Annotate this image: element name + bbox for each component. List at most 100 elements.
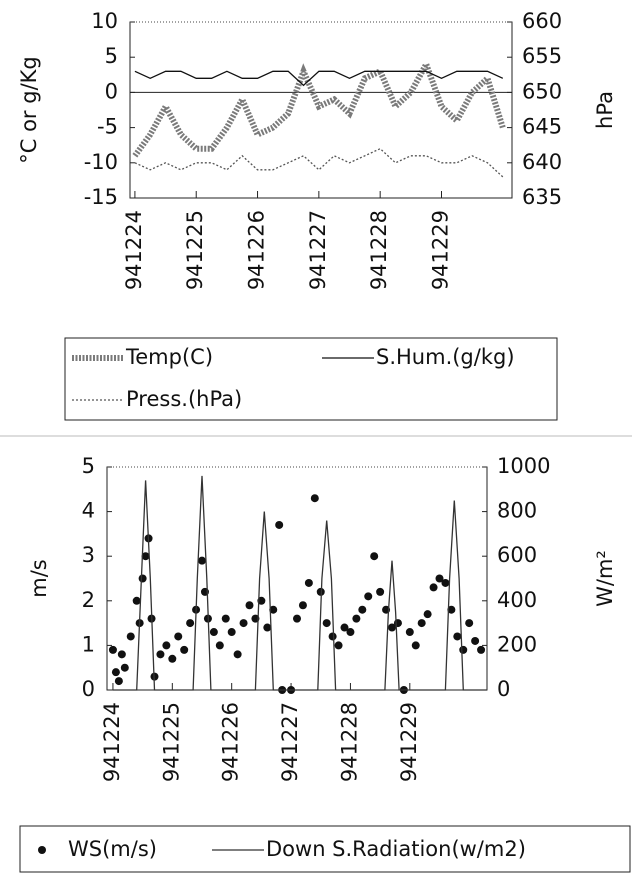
- y2-tick-label: 640: [522, 150, 562, 174]
- data-point: [227, 628, 236, 637]
- x-tick-label: 941229: [397, 702, 421, 782]
- data-point: [429, 583, 438, 592]
- data-point: [477, 645, 486, 654]
- legend-box: [19, 825, 631, 873]
- x-tick-label: 941226: [219, 702, 243, 782]
- data-point: [120, 663, 129, 672]
- data-point: [393, 619, 402, 628]
- data-point: [370, 552, 379, 561]
- y-tick-label: -5: [97, 115, 118, 139]
- data-point: [186, 619, 195, 628]
- data-point: [435, 574, 444, 583]
- y-tick-label: -15: [84, 185, 118, 209]
- y-tick-label: 0: [82, 677, 95, 701]
- y2-tick-label: 650: [522, 79, 562, 103]
- plot-frame: [106, 466, 488, 691]
- data-point: [471, 636, 480, 645]
- plot-frame: [129, 21, 513, 199]
- x-tick-label: 941229: [428, 210, 452, 290]
- x-tick-label: 941228: [337, 702, 361, 782]
- data-point: [376, 587, 385, 596]
- data-point: [245, 601, 254, 610]
- y-tick-label: 10: [91, 9, 118, 33]
- data-point: [168, 654, 177, 663]
- x-tick-label: 941226: [245, 210, 269, 290]
- data-point: [411, 641, 420, 650]
- data-point: [423, 610, 432, 619]
- data-point: [215, 641, 224, 650]
- series-line: [112, 475, 487, 691]
- data-point: [316, 587, 325, 596]
- data-point: [388, 623, 396, 632]
- data-point: [108, 645, 117, 654]
- y-tick-label: -10: [84, 150, 118, 174]
- data-point: [358, 605, 367, 614]
- series-line: [132, 56, 506, 158]
- data-point: [322, 619, 331, 628]
- y-tick-label: 3: [82, 543, 95, 567]
- legend-box: [64, 337, 558, 421]
- y-axis-title: m/s: [27, 559, 51, 597]
- data-point: [269, 605, 278, 614]
- data-point: [441, 578, 450, 587]
- legend-marker: [38, 846, 46, 854]
- data-point: [233, 650, 242, 659]
- legend-label: Down S.Radiation(w/m2): [266, 837, 526, 861]
- y2-tick-label: 660: [522, 9, 562, 33]
- data-point: [328, 632, 337, 641]
- data-point: [209, 628, 218, 637]
- y-tick-label: 4: [82, 499, 95, 523]
- y2-tick-label: 400: [497, 588, 537, 612]
- data-point: [293, 614, 301, 623]
- y2-axis-title: hPa: [593, 91, 617, 129]
- legend-label: Press.(hPa): [126, 387, 242, 411]
- data-point: [346, 628, 355, 637]
- y2-tick-label: 600: [497, 543, 537, 567]
- data-point: [114, 677, 123, 686]
- data-point: [364, 592, 373, 601]
- x-tick-label: 941224: [100, 702, 124, 782]
- series-line: [134, 147, 504, 178]
- data-point: [453, 632, 462, 641]
- data-point: [180, 645, 189, 654]
- x-tick-label: 941224: [122, 210, 146, 290]
- y-tick-label: 5: [105, 44, 118, 68]
- data-point: [263, 623, 272, 632]
- data-point: [417, 619, 426, 628]
- data-point: [310, 494, 319, 503]
- y2-tick-label: 800: [497, 499, 537, 523]
- series-line: [134, 70, 504, 87]
- data-point: [141, 552, 150, 561]
- data-point: [459, 645, 468, 654]
- data-point: [447, 605, 456, 614]
- data-point: [117, 650, 126, 659]
- y2-tick-label: 0: [497, 677, 510, 701]
- data-point: [138, 574, 147, 583]
- data-point: [465, 619, 474, 628]
- y2-tick-label: 635: [522, 185, 562, 209]
- data-point: [198, 556, 206, 565]
- data-point: [111, 668, 120, 677]
- data-point: [405, 628, 414, 637]
- data-point: [334, 641, 343, 650]
- y-tick-label: 0: [105, 79, 118, 103]
- y-axis-title: °C or g/Kg: [17, 56, 41, 164]
- legend-label: Temp(C): [125, 345, 213, 369]
- data-point: [275, 520, 284, 529]
- data-point: [340, 623, 349, 632]
- data-point: [352, 614, 361, 623]
- y2-axis-title: W/m²: [593, 550, 617, 607]
- x-tick-label: 941228: [367, 210, 391, 290]
- data-point: [174, 632, 183, 641]
- data-point: [156, 650, 165, 659]
- y2-tick-label: 200: [497, 632, 537, 656]
- x-tick-label: 941225: [159, 702, 183, 782]
- legend-label: WS(m/s): [68, 837, 157, 861]
- data-point: [221, 614, 230, 623]
- y-tick-label: 2: [82, 588, 95, 612]
- y2-tick-label: 645: [522, 115, 562, 139]
- x-tick-label: 941227: [306, 210, 330, 290]
- y2-tick-label: 1000: [497, 454, 550, 478]
- data-point: [239, 619, 248, 628]
- y-tick-label: 5: [82, 454, 95, 478]
